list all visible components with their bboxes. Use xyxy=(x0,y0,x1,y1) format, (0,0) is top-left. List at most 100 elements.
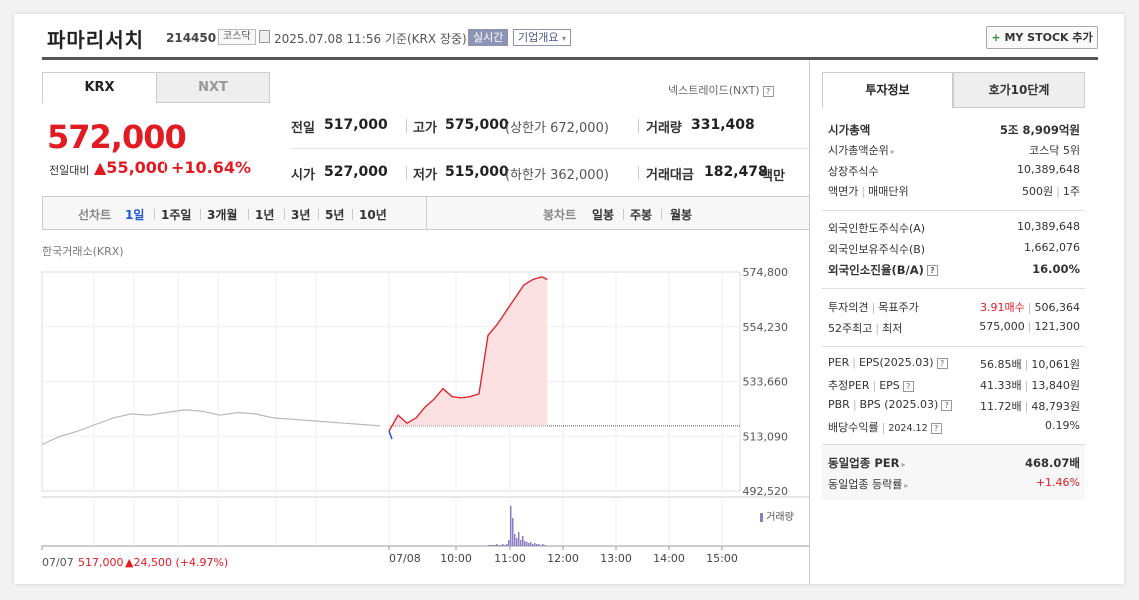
period-3m[interactable]: 3개월 xyxy=(207,208,238,222)
high-value: 575,000 xyxy=(445,117,509,133)
realtime-button[interactable]: 실시간 xyxy=(468,29,509,46)
line-chart-label: 선차트 xyxy=(78,208,112,222)
volume-bar xyxy=(514,534,516,546)
prev-close-value: 517,000 xyxy=(324,117,388,133)
volume-bar xyxy=(508,540,510,546)
help-icon[interactable]: ? xyxy=(936,357,948,369)
x-tick-label: 13:00 xyxy=(600,552,632,565)
volume-bar xyxy=(538,544,540,546)
tab-investment-info[interactable]: 투자정보 xyxy=(822,72,953,108)
pbr-row: PBR | BPS (2025.03)? 11.72배 | 48,793원 xyxy=(828,398,1080,413)
add-mystock-label: MY STOCK 추가 xyxy=(1004,31,1093,44)
pbr-label: PBR xyxy=(828,398,850,411)
caret-down-icon: ▾ xyxy=(561,34,566,43)
tab-order-book[interactable]: 호가10단계 xyxy=(953,72,1085,108)
period-10y[interactable]: 10년 xyxy=(359,208,387,222)
eps-value: 10,061원 xyxy=(1031,358,1080,371)
volume-bar xyxy=(502,544,504,546)
chart-footer-change: ▲24,500 (+4.97%) xyxy=(125,556,229,569)
row-divider xyxy=(291,148,810,149)
nxt-info-link[interactable]: 넥스트레이드(NXT)? xyxy=(668,82,774,98)
foreign-ratio-label: 외국인소진율(B/A) xyxy=(828,263,924,277)
chevron-right-icon: ▸ xyxy=(904,481,909,490)
volume-bar xyxy=(526,542,528,546)
stock-name[interactable]: 파마리서치 xyxy=(47,28,144,52)
est-eps-label: EPS xyxy=(879,379,900,392)
divider xyxy=(318,209,319,220)
divider xyxy=(638,166,639,180)
market-cap-row: 시가총액 5조 8,909억원 xyxy=(828,122,1080,140)
dividend-row: 배당수익률 | 2024.12? 0.19% xyxy=(828,419,1080,434)
industry-change-row[interactable]: 동일업종 등락률 ▸ +1.46% xyxy=(828,476,1080,494)
y-tick-label: 492,520 xyxy=(743,485,789,498)
tab-nxt[interactable]: NXT xyxy=(156,72,270,103)
week52-high-value: 575,000 xyxy=(979,320,1025,333)
bps-label: BPS (2025.03) xyxy=(859,398,939,411)
dividend-value: 0.19% xyxy=(1045,419,1080,432)
section-divider xyxy=(822,288,1085,289)
industry-per-value: 468.07배 xyxy=(1025,456,1080,470)
add-mystock-button[interactable]: + MY STOCK 추가 xyxy=(986,26,1098,49)
volume-bar xyxy=(510,506,512,546)
series-today-area xyxy=(389,276,548,432)
period-1y[interactable]: 1년 xyxy=(255,208,275,222)
week52-row: 52주최고 | 최저 575,000 | 121,300 xyxy=(828,320,1081,335)
volume-bar xyxy=(536,544,538,546)
help-icon[interactable]: ? xyxy=(930,422,942,434)
period-3y[interactable]: 3년 xyxy=(291,208,311,222)
series-previous-day xyxy=(41,409,381,446)
divider xyxy=(406,119,407,133)
chevron-right-icon: ▸ xyxy=(890,147,895,156)
week52-low-value: 121,300 xyxy=(1034,320,1081,333)
toolbar-divider xyxy=(426,196,427,230)
divider xyxy=(352,209,353,220)
chart-footer-date: 07/07 xyxy=(42,556,74,569)
candle-chart-label: 봉차트 xyxy=(543,208,577,222)
volume-bar xyxy=(532,544,534,546)
week52-low-label: 최저 xyxy=(882,322,903,335)
industry-section xyxy=(822,444,1085,500)
foreign-limit-value: 10,389,648 xyxy=(1017,220,1080,233)
week52-high-label: 52주최고 xyxy=(828,322,873,335)
eps-label: EPS(2025.03) xyxy=(858,356,934,369)
par-value-row: 액면가 | 매매단위 500원 | 1주 xyxy=(828,185,1080,198)
volume-bar xyxy=(518,532,520,546)
market-cap-label: 시가총액 xyxy=(828,123,871,137)
industry-per-row[interactable]: 동일업종 PER ▸ 468.07배 xyxy=(828,455,1080,473)
period-5y[interactable]: 5년 xyxy=(325,208,345,222)
amount-label: 거래대금 xyxy=(646,168,694,183)
panel-divider xyxy=(809,60,810,584)
divider xyxy=(200,209,201,220)
company-overview-dropdown[interactable]: 기업개요 ▾ xyxy=(513,29,571,46)
candle-daily[interactable]: 일봉 xyxy=(592,208,615,222)
tab-krx[interactable]: KRX xyxy=(42,72,157,103)
volume-bar xyxy=(522,536,524,546)
chart-footer-close: 517,000 xyxy=(78,556,124,569)
x-tick-label: 14:00 xyxy=(653,552,685,565)
header-divider xyxy=(42,57,1098,60)
x-tick-label: 12:00 xyxy=(547,552,579,565)
help-icon[interactable]: ? xyxy=(902,380,914,392)
prev-close-label: 전일 xyxy=(291,121,315,136)
volume-value: 331,408 xyxy=(691,117,755,133)
lower-limit: (하한가 362,000) xyxy=(505,168,609,183)
opinion-value: 3.91매수 xyxy=(980,301,1025,314)
quote-timestamp: 2025.07.08 11:56 기준(KRX 장중) xyxy=(274,32,467,46)
period-1d[interactable]: 1일 xyxy=(125,208,145,222)
help-icon[interactable]: ? xyxy=(762,85,774,97)
candle-weekly[interactable]: 주봉 xyxy=(630,208,653,222)
help-icon[interactable]: ? xyxy=(941,399,953,411)
trade-unit-value: 1주 xyxy=(1062,185,1080,198)
period-1w[interactable]: 1주일 xyxy=(161,208,192,222)
candle-monthly[interactable]: 월봉 xyxy=(670,208,693,222)
volume-bar xyxy=(506,544,508,546)
volume-bar xyxy=(498,545,500,546)
market-cap-rank-row[interactable]: 시가총액순위 ▸ 코스닥 5위 xyxy=(828,142,1080,160)
chevron-right-icon: ▸ xyxy=(901,460,906,469)
target-price-value: 506,364 xyxy=(1034,301,1081,314)
volume-bar xyxy=(496,544,498,546)
industry-change-label: 동일업종 등락률 xyxy=(828,478,903,491)
low-value: 515,000 xyxy=(445,164,509,180)
est-per-value: 41.33배 xyxy=(980,379,1022,392)
help-icon[interactable]: ? xyxy=(926,265,938,276)
